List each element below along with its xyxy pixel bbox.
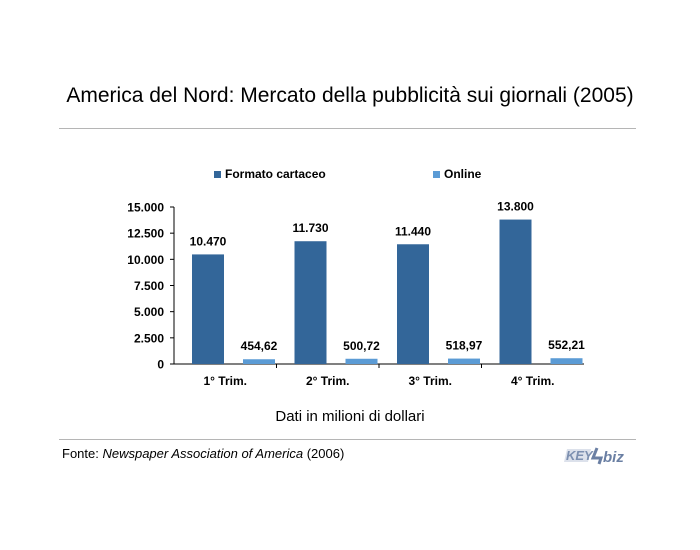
y-tick-label: 2.500 xyxy=(134,331,164,345)
bar-online xyxy=(448,358,480,364)
data-label: 10.470 xyxy=(190,234,227,248)
bar-formato-cartaceo xyxy=(192,254,224,364)
x-tick-label: 1° Trim. xyxy=(204,374,247,388)
x-tick-label: 3° Trim. xyxy=(409,374,452,388)
logo-key-text: KEY xyxy=(566,448,594,463)
bar-chart: 0 2.500 5.000 7.500 10.000 12.500 15.000 1° Tri… xyxy=(127,167,585,388)
source-name: Newspaper Association of America xyxy=(102,446,304,461)
y-tick-label: 10.000 xyxy=(127,253,164,267)
x-tick-label: 2° Trim. xyxy=(306,374,349,388)
bar-online xyxy=(243,359,275,364)
source-prefix: Fonte: xyxy=(62,446,103,461)
y-tick-label: 5.000 xyxy=(134,305,164,319)
y-tick-label: 12.500 xyxy=(127,227,164,241)
bar-formato-cartaceo xyxy=(499,219,532,364)
bar-online xyxy=(345,358,378,364)
key4biz-logo: KEY biz xyxy=(564,447,624,466)
data-label: 11.440 xyxy=(395,224,431,238)
bar-online xyxy=(550,358,583,364)
y-tick-label: 0 xyxy=(157,358,164,372)
data-label: 552,21 xyxy=(548,338,585,352)
chart-title: America del Nord: Mercato della pubblici… xyxy=(66,84,634,107)
data-label: 13.800 xyxy=(497,200,534,214)
top-divider xyxy=(59,128,636,129)
y-tick-label: 15.000 xyxy=(127,201,164,215)
data-label: 454,62 xyxy=(241,339,278,353)
source-suffix: (2006) xyxy=(303,446,345,461)
source-note: Fonte: Newspaper Association of America … xyxy=(62,446,344,461)
x-tick-label: 4° Trim. xyxy=(511,374,554,388)
data-label: 500,72 xyxy=(343,339,380,353)
y-tick-label: 7.500 xyxy=(134,279,164,293)
logo-biz-text: biz xyxy=(603,449,624,466)
data-label: 11.730 xyxy=(292,221,328,235)
legend-label: Online xyxy=(444,167,482,181)
bar-formato-cartaceo xyxy=(397,244,429,364)
bottom-divider xyxy=(59,439,636,440)
units-note: Dati in milioni di dollari xyxy=(275,408,425,425)
legend-swatch-formato-cartaceo xyxy=(214,171,221,178)
legend-swatch-online xyxy=(433,171,440,178)
bar-formato-cartaceo xyxy=(294,241,327,364)
data-label: 518,97 xyxy=(446,339,483,353)
legend-label: Formato cartaceo xyxy=(225,167,326,181)
